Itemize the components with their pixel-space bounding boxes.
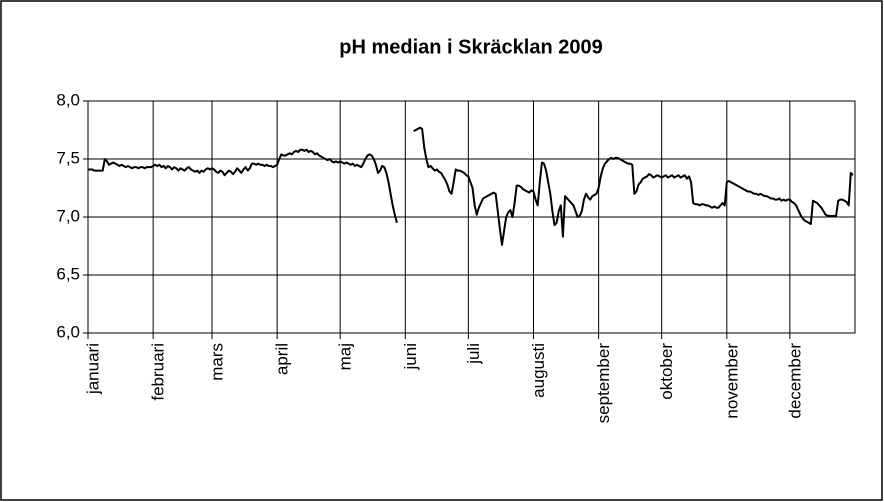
x-tick-label: oktober (657, 343, 676, 400)
x-tick-label: januari (83, 343, 102, 395)
chart-title: pH median i Skräcklan 2009 (339, 36, 602, 58)
y-tick-label: 6,0 (56, 322, 80, 341)
x-tick-label: juni (401, 343, 420, 370)
x-tick-label: juli (464, 343, 483, 365)
plot-area (87, 100, 856, 334)
x-tick-label: augusti (529, 343, 548, 398)
y-tick-label: 8,0 (56, 90, 80, 109)
y-tick-label: 7,0 (56, 206, 80, 225)
y-tick-label: 6,5 (56, 264, 80, 283)
x-tick-label: december (785, 343, 804, 419)
x-tick-label: april (273, 343, 292, 375)
x-tick-label: februari (149, 343, 168, 401)
data-line (88, 126, 854, 246)
x-tick-label: maj (336, 343, 355, 370)
x-tick-label: september (594, 343, 613, 424)
x-tick-label: mars (207, 343, 226, 381)
y-tick-label: 7,5 (56, 148, 80, 167)
x-tick-label: november (722, 343, 741, 419)
